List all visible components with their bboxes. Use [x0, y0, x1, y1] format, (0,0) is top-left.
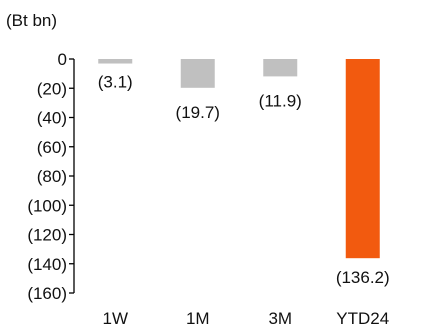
bar-3m: [263, 59, 298, 77]
y-tick-label: (100): [27, 196, 67, 215]
x-axis: 1W 1M 3M YTD24: [103, 309, 390, 328]
y-tick-label: (80): [37, 167, 67, 186]
x-tick-label: 1W: [103, 309, 129, 328]
y-tick-label: (120): [27, 226, 67, 245]
data-label: (19.7): [176, 103, 220, 122]
data-label: (11.9): [259, 91, 302, 110]
bar-1w: [98, 59, 133, 64]
y-tick-label: (20): [37, 79, 67, 98]
x-tick-label: 3M: [268, 309, 292, 328]
unit-label: (Bt bn): [6, 11, 57, 30]
bar-1m: [180, 59, 215, 88]
data-label: (136.2): [336, 268, 390, 287]
y-tick-label: (140): [27, 255, 67, 274]
bar-ytd24: [345, 59, 380, 259]
y-tick-label: (160): [27, 284, 67, 303]
y-axis: 0 (20) (40) (60) (80) (100) (120) (140) (160): [27, 50, 75, 303]
x-tick-label: YTD24: [336, 309, 389, 328]
y-tick-label: (60): [37, 138, 67, 157]
data-labels: (3.1) (19.7) (11.9) (136.2): [98, 73, 390, 288]
y-tick-label: 0: [58, 50, 67, 69]
bars: [98, 59, 380, 259]
y-tick-label: (40): [37, 109, 67, 128]
data-label: (3.1): [98, 73, 133, 92]
x-tick-label: 1M: [186, 309, 210, 328]
